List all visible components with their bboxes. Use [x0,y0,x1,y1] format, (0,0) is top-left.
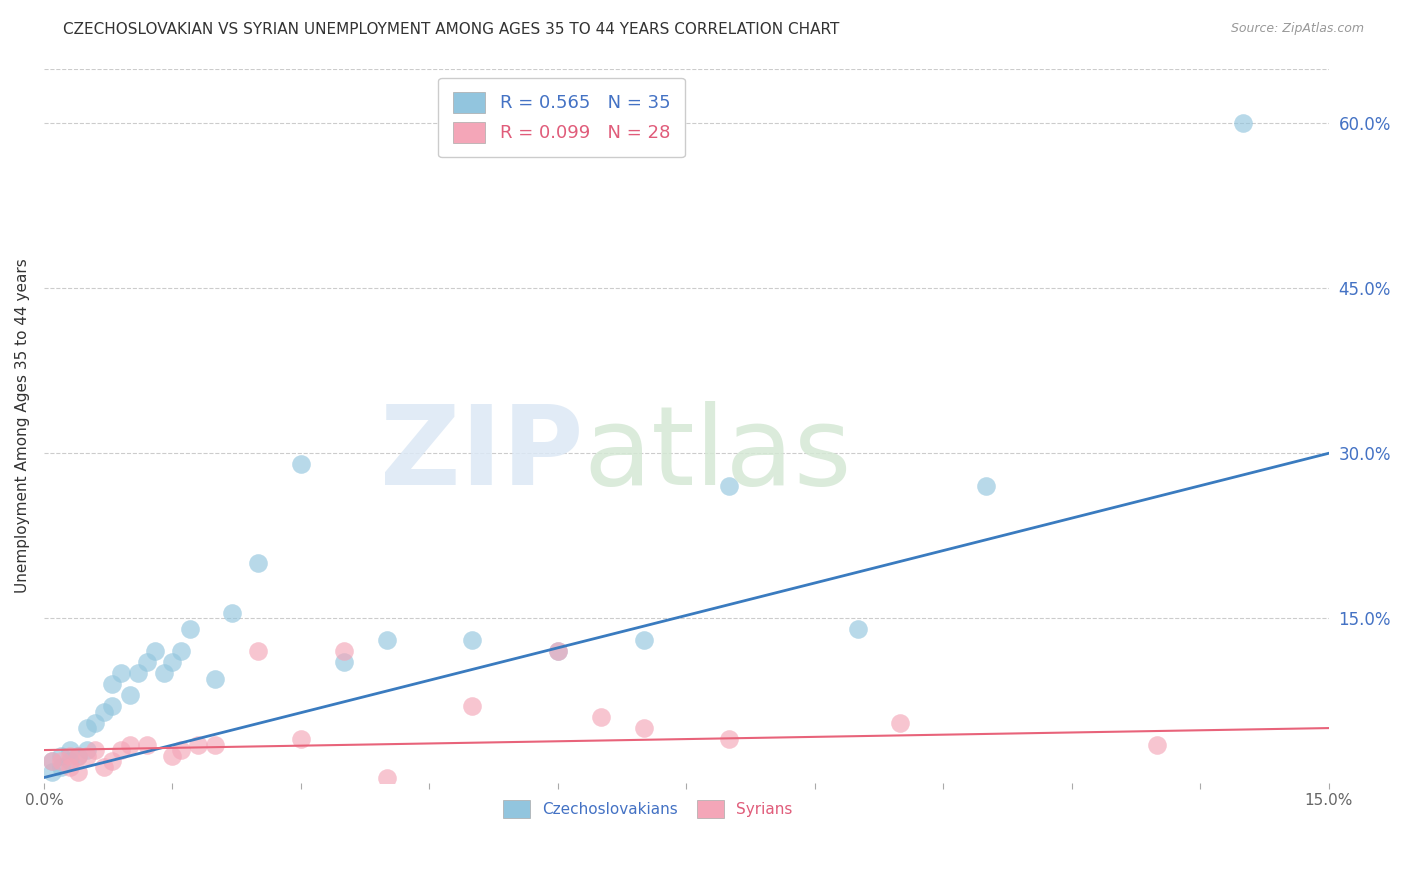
Point [1232,116,1254,130]
Point [135,655,157,669]
Point [153,666,176,681]
Point [461,699,484,714]
Point [76,743,98,757]
Point [589,710,612,724]
Point [846,622,869,636]
Point [143,644,166,658]
Point [58,754,80,768]
Point [49,748,72,763]
Text: ZIP: ZIP [380,401,583,508]
Point [101,677,124,691]
Point [41,765,63,780]
Point [135,738,157,752]
Point [633,721,655,735]
Y-axis label: Unemployment Among Ages 35 to 44 years: Unemployment Among Ages 35 to 44 years [15,259,30,593]
Point [93,705,115,719]
Point [58,743,80,757]
Point [247,556,270,570]
Point [461,633,484,648]
Point [633,633,655,648]
Point [110,743,132,757]
Point [204,738,226,752]
Point [41,754,63,768]
Point [127,666,149,681]
Point [49,759,72,773]
Text: CZECHOSLOVAKIAN VS SYRIAN UNEMPLOYMENT AMONG AGES 35 TO 44 YEARS CORRELATION CHA: CZECHOSLOVAKIAN VS SYRIAN UNEMPLOYMENT A… [63,22,839,37]
Point [375,771,398,785]
Point [76,721,98,735]
Point [204,672,226,686]
Point [101,699,124,714]
Point [58,759,80,773]
Point [375,633,398,648]
Point [187,738,209,752]
Point [718,479,741,493]
Point [974,479,997,493]
Point [118,738,141,752]
Point [162,748,184,763]
Point [93,759,115,773]
Legend: Czechoslovakians, Syrians: Czechoslovakians, Syrians [495,792,800,825]
Point [170,644,193,658]
Point [58,748,80,763]
Point [718,732,741,747]
Point [290,457,312,471]
Text: atlas: atlas [583,401,852,508]
Point [547,644,569,658]
Point [547,644,569,658]
Point [162,655,184,669]
Point [889,715,911,730]
Point [76,748,98,763]
Point [84,715,107,730]
Point [179,622,201,636]
Point [67,748,90,763]
Point [101,754,124,768]
Point [332,644,354,658]
Point [67,765,90,780]
Point [1146,738,1168,752]
Point [110,666,132,681]
Point [170,743,193,757]
Point [84,743,107,757]
Point [41,754,63,768]
Point [67,748,90,763]
Point [118,688,141,702]
Text: Source: ZipAtlas.com: Source: ZipAtlas.com [1230,22,1364,36]
Point [290,732,312,747]
Point [247,644,270,658]
Point [221,606,243,620]
Point [332,655,354,669]
Point [49,754,72,768]
